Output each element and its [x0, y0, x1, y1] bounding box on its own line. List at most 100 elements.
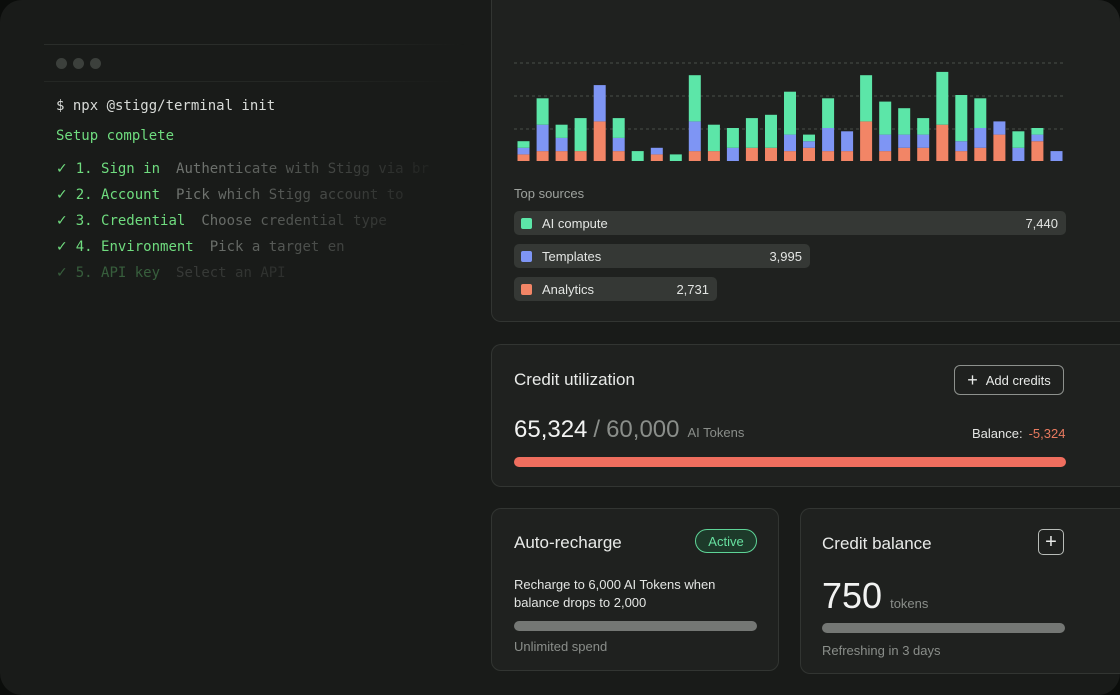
chart-bar-segment-ai-compute[interactable] — [1031, 128, 1044, 135]
chart-bar-segment-templates[interactable] — [1031, 134, 1044, 142]
chart-bar-segment-ai-compute[interactable] — [517, 141, 530, 148]
chart-bar-segment-templates[interactable] — [517, 147, 530, 155]
chart-bar-segment-analytics[interactable] — [860, 121, 873, 161]
source-value: 3,995 — [769, 248, 802, 264]
setup-step-credential: ✓ 3. Credential Choose credential type — [56, 208, 476, 234]
chart-bar-segment-templates[interactable] — [803, 141, 815, 148]
chart-bar-segment-analytics[interactable] — [917, 147, 930, 161]
chart-bar-segment-templates[interactable] — [1012, 147, 1025, 161]
auto-recharge-title: Auto-recharge — [514, 533, 622, 552]
chart-bar-segment-ai-compute[interactable] — [1012, 131, 1025, 148]
chart-bar-segment-analytics[interactable] — [555, 151, 568, 161]
chart-bar-segment-analytics[interactable] — [936, 124, 949, 161]
chart-bar-segment-ai-compute[interactable] — [574, 118, 587, 152]
chart-bar-segment-analytics[interactable] — [574, 151, 587, 161]
balance-amount: 750 tokens — [822, 575, 928, 617]
chart-bar-segment-ai-compute[interactable] — [745, 118, 758, 148]
chart-bar-segment-ai-compute[interactable] — [822, 98, 835, 128]
chart-bar-segment-ai-compute[interactable] — [707, 124, 720, 152]
chart-bar-segment-analytics[interactable] — [612, 151, 625, 161]
chart-bar-segment-templates[interactable] — [726, 147, 739, 161]
chart-bar-segment-ai-compute[interactable] — [936, 71, 949, 125]
chart-bar-segment-analytics[interactable] — [879, 151, 892, 161]
source-row-ai-compute[interactable]: AI compute 7,440 — [514, 211, 1066, 235]
chart-bar-segment-templates[interactable] — [955, 141, 968, 152]
chart-bar-segment-analytics[interactable] — [974, 147, 987, 161]
source-name: Templates — [542, 248, 602, 264]
chart-bar-segment-ai-compute[interactable] — [726, 128, 739, 148]
chart-bar-segment-ai-compute[interactable] — [803, 134, 815, 142]
chart-bar-segment-ai-compute[interactable] — [784, 91, 796, 135]
chart-bar-segment-analytics[interactable] — [707, 151, 720, 161]
checkmark-icon: ✓ — [56, 161, 68, 177]
chart-bar-segment-analytics[interactable] — [1031, 141, 1044, 161]
chart-bar-segment-ai-compute[interactable] — [860, 75, 873, 122]
chart-bar-segment-analytics[interactable] — [650, 154, 663, 161]
status-badge[interactable]: Active — [695, 529, 757, 553]
chart-bar-segment-analytics[interactable] — [955, 151, 968, 161]
chart-bar-segment-ai-compute[interactable] — [955, 95, 968, 142]
chart-bar-segment-analytics[interactable] — [688, 151, 701, 161]
chart-bar-segment-ai-compute[interactable] — [612, 118, 625, 138]
window-minimize-dot[interactable] — [73, 57, 84, 69]
plus-icon[interactable]: + — [1038, 529, 1064, 555]
chart-bar-segment-templates[interactable] — [974, 128, 987, 148]
chart-bar-segment-analytics[interactable] — [841, 151, 854, 161]
chart-bar-segment-templates[interactable] — [650, 147, 663, 155]
chart-bar-segment-ai-compute[interactable] — [765, 114, 777, 148]
credit-balance-panel: Credit balance + 750 tokens Refreshing i… — [800, 508, 1120, 674]
chart-bar-segment-templates[interactable] — [841, 131, 854, 152]
chart-bar-segment-analytics[interactable] — [784, 151, 796, 161]
source-row-templates[interactable]: Templates 3,995 — [514, 244, 810, 268]
recharge-description: Recharge to 6,000 AI Tokens when balance… — [514, 577, 716, 610]
chart-bar-segment-templates[interactable] — [1050, 151, 1063, 161]
credit-utilization-title: Credit utilization — [514, 370, 635, 389]
chart-bar-segment-ai-compute[interactable] — [631, 151, 644, 161]
chart-bar-segment-templates[interactable] — [612, 137, 625, 152]
setup-step-environment: ✓ 4. Environment Pick a target en — [56, 234, 476, 260]
terminal-status: Setup complete — [56, 128, 175, 144]
balance-readout: Balance: -5,324 — [972, 426, 1065, 441]
chart-bar-segment-analytics[interactable] — [745, 147, 758, 161]
add-credits-button[interactable]: + Add credits — [954, 365, 1064, 395]
chart-bar-segment-analytics[interactable] — [898, 147, 911, 161]
setup-step-sign-in: ✓ 1. Sign in Authenticate with Stigg via b… — [56, 156, 476, 182]
chart-bar-segment-analytics[interactable] — [536, 151, 549, 161]
chart-bar-segment-ai-compute[interactable] — [917, 118, 930, 135]
chart-bar-segment-templates[interactable] — [688, 121, 701, 152]
chart-bar-segment-templates[interactable] — [822, 128, 835, 152]
chart-bar-segment-templates[interactable] — [784, 134, 796, 152]
chart-bar-segment-ai-compute[interactable] — [898, 108, 911, 135]
token-limit: 60,000 — [606, 416, 680, 443]
chart-bar-segment-ai-compute[interactable] — [669, 154, 682, 161]
chart-bar-segment-ai-compute[interactable] — [974, 98, 987, 128]
step-description: Pick a target en — [209, 239, 345, 255]
chart-bar-segment-ai-compute[interactable] — [879, 101, 892, 135]
source-name: AI compute — [542, 215, 608, 231]
chart-bar-segment-templates[interactable] — [879, 134, 892, 152]
terminal-body: $ npx @stigg/terminal init Setup complet… — [44, 98, 464, 286]
chart-bar-segment-templates[interactable] — [536, 124, 549, 152]
terminal-window: $ npx @stigg/terminal init Setup complet… — [44, 44, 464, 344]
chart-bar-segment-templates[interactable] — [993, 121, 1006, 135]
chart-bar-segment-analytics[interactable] — [993, 134, 1006, 161]
chart-bar-segment-ai-compute[interactable] — [688, 75, 701, 122]
window-maximize-dot[interactable] — [90, 57, 101, 69]
checkmark-icon: ✓ — [56, 265, 68, 281]
chart-bar-segment-templates[interactable] — [593, 85, 606, 122]
chart-bar-segment-templates[interactable] — [917, 134, 930, 148]
chart-bar-segment-templates[interactable] — [555, 137, 568, 152]
auto-recharge-panel: Auto-recharge Active Recharge to 6,000 A… — [491, 508, 779, 671]
source-row-analytics[interactable]: Analytics 2,731 — [514, 277, 717, 301]
chart-bar-segment-ai-compute[interactable] — [555, 124, 568, 138]
source-value: 7,440 — [1025, 215, 1058, 231]
chart-bar-segment-ai-compute[interactable] — [536, 98, 549, 125]
chart-bar-segment-analytics[interactable] — [517, 154, 530, 161]
window-close-dot[interactable] — [56, 57, 67, 69]
chart-bar-segment-analytics[interactable] — [822, 151, 835, 161]
chart-bar-segment-analytics[interactable] — [803, 147, 815, 161]
chart-bar-segment-analytics[interactable] — [593, 121, 606, 161]
chart-bar-segment-templates[interactable] — [898, 134, 911, 148]
chart-bar-segment-analytics[interactable] — [765, 147, 777, 161]
checkmark-icon: ✓ — [56, 239, 68, 255]
